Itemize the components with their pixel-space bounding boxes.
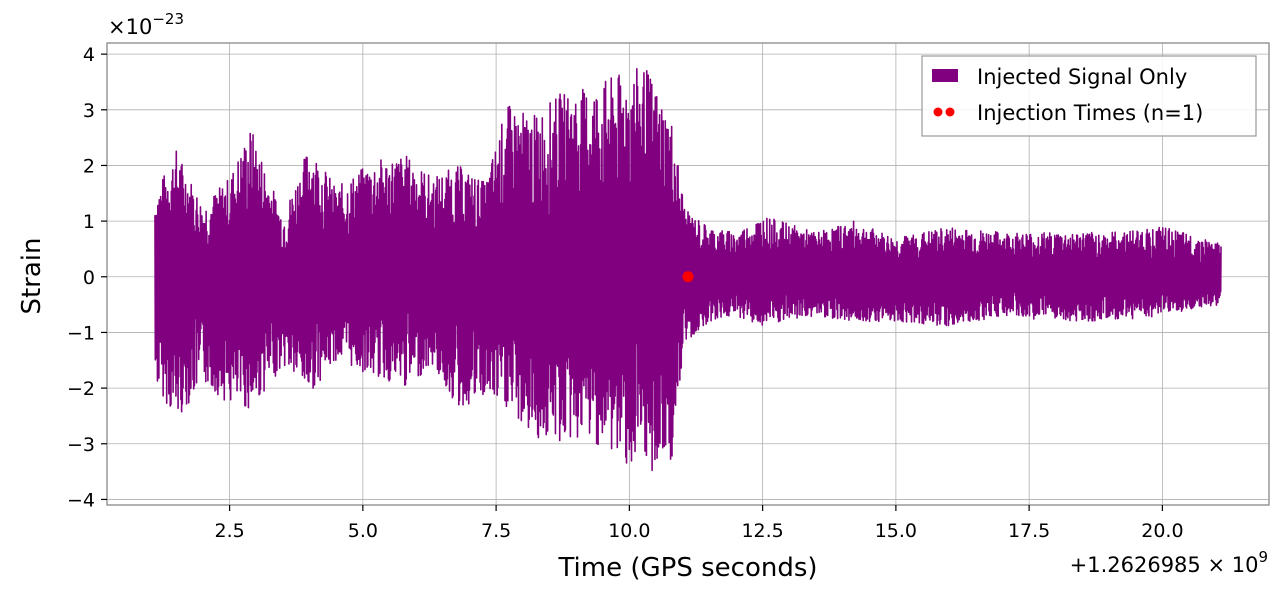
y-tick-label: −4	[67, 489, 95, 511]
legend-marker-injection-b	[945, 107, 955, 117]
y-tick-label: 3	[83, 100, 95, 122]
x-offset-exponent: 9	[1258, 548, 1268, 566]
x-tick-label: 15.0	[875, 520, 917, 542]
y-tick-label: 0	[83, 267, 95, 289]
y-tick-label: 2	[83, 155, 95, 177]
x-offset-label: +1.2626985 × 109	[1070, 548, 1268, 577]
plot-frame	[106, 42, 1270, 506]
x-tick-label: 7.5	[481, 520, 511, 542]
y-tick-label: 4	[83, 44, 95, 66]
y-axis-label: Strain	[17, 237, 47, 314]
x-tick-label: 12.5	[741, 520, 783, 542]
legend-swatch-signal	[932, 69, 958, 82]
x-tick-label: 2.5	[214, 520, 244, 542]
y-multiplier-exponent: −23	[152, 10, 184, 28]
legend-label-injection: Injection Times (n=1)	[977, 101, 1203, 125]
legend-box	[921, 55, 1257, 137]
legend-label-signal: Injected Signal Only	[977, 65, 1187, 89]
signal-waveform	[154, 67, 1222, 472]
x-tick-label: 20.0	[1141, 520, 1183, 542]
y-axis-ticks: −4 −3 −2 −1 0 1 2 3 4	[67, 44, 107, 511]
x-tick-label: 17.5	[1008, 520, 1050, 542]
x-offset-base: +1.2626985 × 10	[1070, 553, 1259, 577]
y-tick-label: 1	[83, 211, 95, 233]
x-tick-label: 10.0	[608, 520, 650, 542]
x-axis-ticks: 2.5 5.0 7.5 10.0 12.5 15.0 17.5 20.0	[214, 505, 1184, 542]
y-multiplier-base: ×10	[108, 15, 152, 39]
x-axis-label: Time (GPS seconds)	[557, 553, 817, 583]
y-tick-label: −2	[67, 378, 95, 400]
legend: Injected Signal Only Injection Times (n=…	[921, 55, 1257, 137]
y-tick-label: −3	[67, 434, 95, 456]
legend-marker-injection-a	[933, 107, 943, 117]
signal-series	[154, 67, 1222, 472]
injection-time-point	[682, 271, 694, 283]
injection-markers	[682, 271, 694, 283]
y-tick-label: −1	[67, 322, 95, 344]
x-tick-label: 5.0	[348, 520, 378, 542]
y-multiplier-label: ×10−23	[108, 10, 184, 39]
